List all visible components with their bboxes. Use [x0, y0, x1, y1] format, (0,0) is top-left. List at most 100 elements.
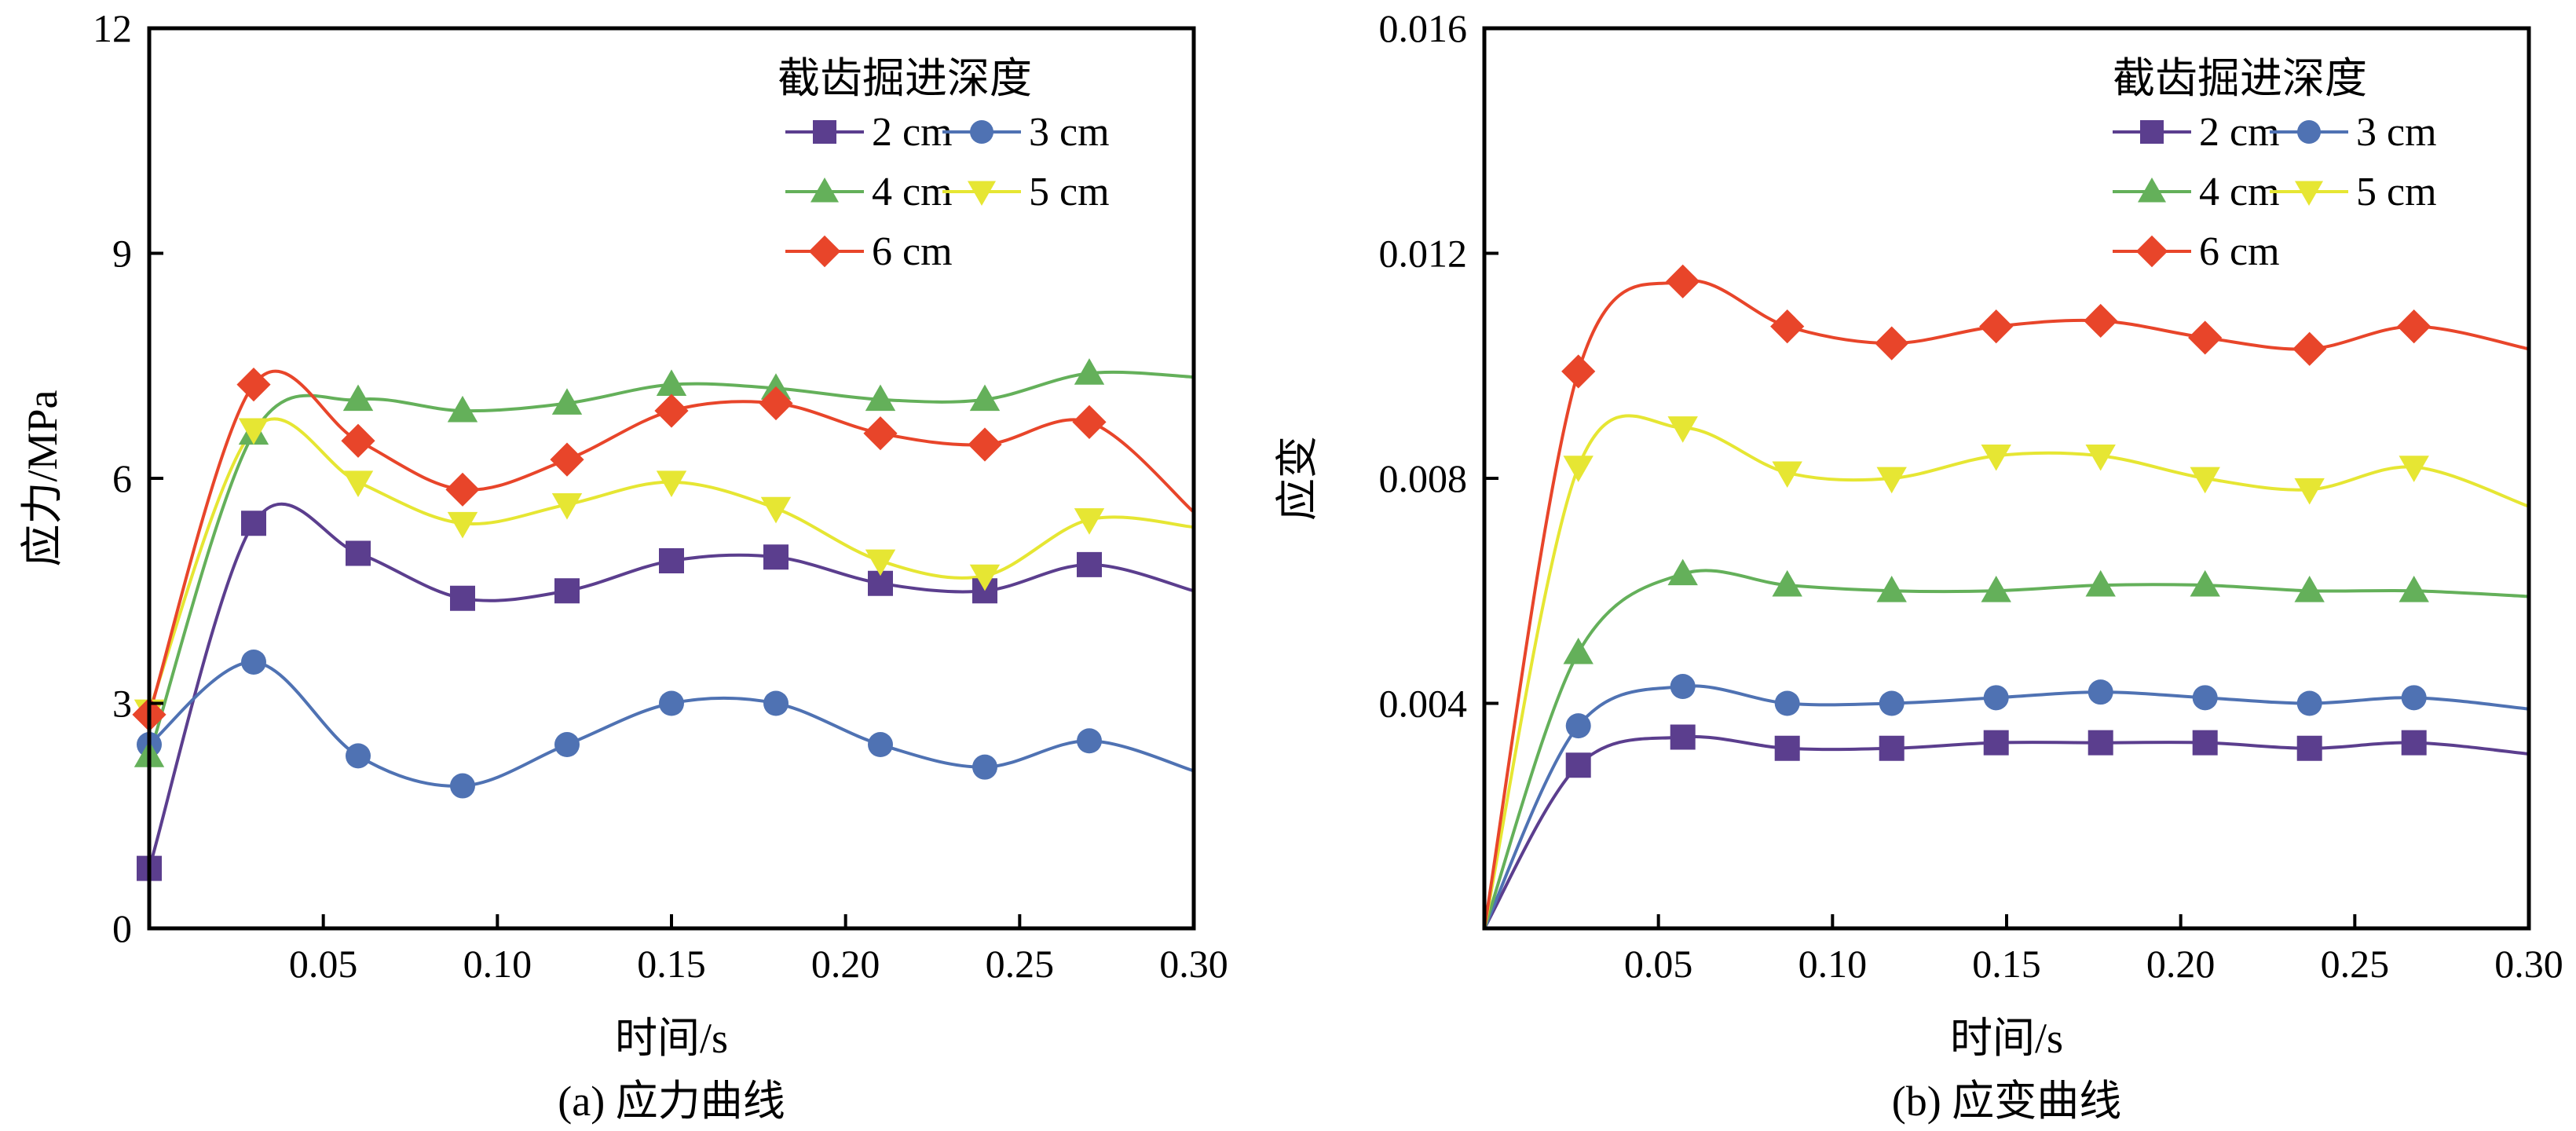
strain-point-4-cm	[1563, 637, 1594, 664]
stress-legend-title: 截齿掘进深度	[778, 55, 1032, 102]
strain-axis-ticks: 0.05 0.10 0.15 0.20 0.25 0.30 0.004 0.008 0.012 0…	[1379, 6, 2563, 986]
stress-legend-marker	[813, 120, 836, 144]
stress-point-6-cm	[759, 386, 793, 421]
stress-markers	[132, 358, 1107, 881]
stress-y-axis-label: 应力/MPa	[19, 390, 66, 566]
stress-point-5-cm	[969, 564, 1001, 591]
stress-point-3-cm	[346, 743, 371, 769]
stress-y-tick-label: 12	[93, 6, 132, 50]
strain-legend-item-3-cm: 3 cm	[2270, 110, 2437, 155]
strain-y-tick-label: 0.004	[1379, 682, 1468, 726]
strain-point-6-cm	[2292, 331, 2327, 366]
stress-point-3-cm	[659, 690, 684, 716]
strain-legend-label: 2 cm	[2199, 110, 2280, 155]
stress-legend-item-4-cm: 4 cm	[785, 170, 953, 214]
strain-point-3-cm	[1774, 690, 1800, 716]
strain-legend-marker	[2295, 181, 2323, 206]
strain-legend-item-4-cm: 4 cm	[2113, 170, 2280, 214]
stress-x-tick-label: 0.25	[986, 942, 1055, 986]
strain-point-5-cm	[2085, 444, 2116, 471]
strain-point-4-cm	[2399, 576, 2429, 602]
stress-point-4-cm	[447, 395, 478, 423]
stress-point-5-cm	[551, 493, 583, 520]
stress-curves	[149, 369, 1194, 869]
strain-point-4-cm	[1876, 576, 1907, 602]
strain-point-4-cm	[1667, 558, 1698, 586]
strain-point-6-cm	[2084, 303, 2118, 339]
stress-point-2-cm	[868, 570, 893, 596]
strain-legend-marker	[2140, 120, 2164, 144]
strain-point-5-cm	[1667, 416, 1698, 443]
stress-point-4-cm	[1074, 358, 1105, 385]
stress-point-3-cm	[763, 690, 789, 716]
strain-curves	[1484, 279, 2529, 928]
stress-point-2-cm	[450, 585, 475, 611]
stress-legend-item-6-cm: 6 cm	[785, 229, 953, 274]
stress-point-3-cm	[1077, 728, 1102, 754]
strain-point-5-cm	[1981, 444, 2011, 471]
stress-legend-label: 6 cm	[872, 229, 953, 274]
stress-point-6-cm	[550, 442, 584, 477]
strain-legend-marker	[2297, 120, 2321, 144]
strain-legend-marker	[2138, 178, 2166, 203]
strain-point-3-cm	[2088, 679, 2113, 705]
strain-legend-item-5-cm: 5 cm	[2270, 170, 2437, 214]
stress-point-6-cm	[445, 472, 480, 507]
stress-y-tick-label: 9	[112, 232, 132, 276]
strain-point-2-cm	[2401, 730, 2427, 756]
strain-point-5-cm	[2190, 467, 2220, 494]
stress-y-tick-label: 6	[112, 456, 132, 500]
strain-point-2-cm	[1565, 752, 1591, 778]
strain-point-3-cm	[1565, 713, 1591, 739]
stress-y-tick-label: 3	[112, 682, 132, 726]
strain-series-line-6-cm	[1484, 279, 2529, 928]
stress-point-3-cm	[450, 773, 475, 799]
stress-point-3-cm	[972, 754, 997, 780]
stress-point-2-cm	[554, 578, 580, 604]
stress-point-6-cm	[1072, 404, 1107, 439]
stress-point-4-cm	[656, 369, 687, 397]
strain-point-6-cm	[1561, 354, 1596, 389]
strain-x-tick-label: 0.20	[2146, 942, 2216, 986]
strain-legend-title: 截齿掘进深度	[2113, 55, 2367, 102]
stress-point-3-cm	[868, 732, 893, 758]
strain-point-4-cm	[1981, 576, 2011, 602]
stress-series-line-6-cm	[149, 369, 1194, 716]
stress-legend-item-3-cm: 3 cm	[942, 110, 1110, 155]
strain-legend-label: 6 cm	[2199, 229, 2280, 274]
strain-series-line-5-cm	[1484, 414, 2529, 928]
stress-legend-marker	[810, 178, 839, 203]
strain-y-tick-label: 0.008	[1379, 456, 1468, 500]
strain-point-5-cm	[1876, 467, 1907, 494]
strain-point-6-cm	[1979, 309, 2014, 344]
stress-x-tick-label: 0.15	[637, 942, 706, 986]
strain-y-tick-label: 0.012	[1379, 232, 1468, 276]
stress-x-tick-label: 0.05	[289, 942, 358, 986]
strain-point-3-cm	[2192, 685, 2218, 711]
stress-point-5-cm	[656, 470, 687, 497]
stress-point-4-cm	[551, 388, 583, 415]
stress-point-2-cm	[659, 548, 684, 574]
strain-series-line-3-cm	[1484, 684, 2529, 928]
stress-x-axis-label: 时间/s	[615, 1015, 728, 1062]
strain-point-6-cm	[1666, 264, 1700, 298]
strain-x-tick-label: 0.10	[1798, 942, 1868, 986]
strain-point-2-cm	[2088, 730, 2113, 756]
strain-point-2-cm	[1879, 735, 1905, 761]
stress-series-line-5-cm	[149, 417, 1194, 712]
strain-point-6-cm	[2188, 320, 2223, 355]
strain-x-axis-label: 时间/s	[1950, 1015, 2063, 1062]
stress-axis-ticks: 0.05 0.10 0.15 0.20 0.25 0.30 0 3 6 9 12	[93, 6, 1228, 986]
strain-point-5-cm	[1772, 461, 1802, 489]
strain-point-5-cm	[2399, 456, 2429, 482]
stress-legend-label: 3 cm	[1029, 110, 1110, 155]
strain-point-3-cm	[2401, 685, 2427, 711]
strain-x-tick-label: 0.05	[1624, 942, 1693, 986]
strain-point-3-cm	[2296, 690, 2322, 716]
stress-point-5-cm	[342, 470, 374, 497]
strain-plot-frame	[1482, 26, 2531, 931]
stress-x-tick-label: 0.10	[463, 942, 532, 986]
strain-point-2-cm	[1670, 724, 1696, 750]
stress-point-6-cm	[968, 427, 1002, 462]
stress-point-6-cm	[654, 393, 689, 428]
